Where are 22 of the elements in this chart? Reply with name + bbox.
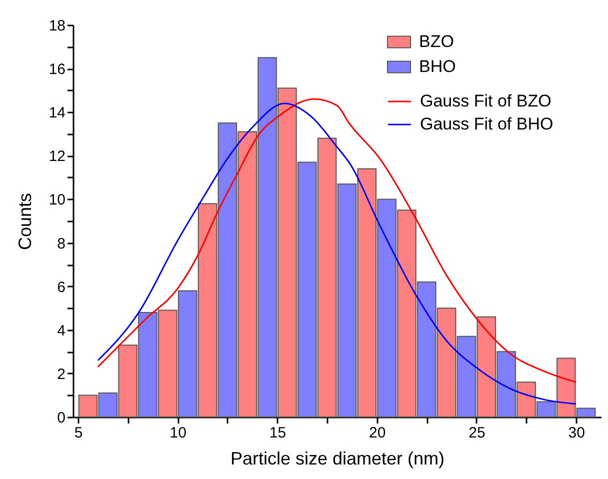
legend-label: Gauss Fit of BZO [420,92,552,110]
x-axis-title: Particle size diameter (nm) [230,448,445,468]
y-tick-label: 0 [57,410,66,426]
y-tick-label: 10 [48,192,66,209]
y-tick-label: 12 [48,148,66,166]
y-tick-label: 2 [57,366,66,383]
x-tick-label: 20 [369,424,386,442]
x-tick-label: 10 [170,424,186,442]
legend-label: Gauss Fit of BHO [420,114,554,134]
y-tick-label: 4 [57,322,66,340]
y-tick-label: 6 [57,278,66,296]
legend-label: BZO [419,32,454,51]
y-tick-label: 8 [57,235,66,252]
y-tick-label: 18 [48,18,66,34]
y-axis-title: Counts [14,192,35,250]
y-tick-label: 14 [48,104,66,122]
y-tick-label: 16 [48,61,66,78]
x-tick-label: 25 [468,424,486,442]
x-tick-label: 5 [74,424,83,442]
legend-label: BHO [419,57,456,76]
x-tick-label: 15 [269,424,286,442]
x-tick-label: 30 [568,424,585,442]
